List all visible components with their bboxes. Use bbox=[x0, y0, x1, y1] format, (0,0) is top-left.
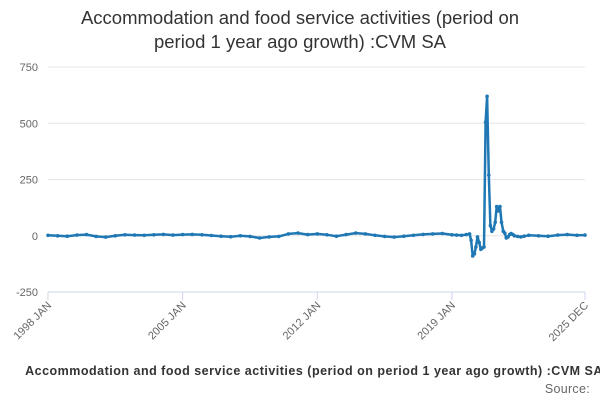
data-point bbox=[277, 234, 281, 239]
data-point bbox=[103, 235, 108, 239]
chart-title-line-2: period 1 year ago growth) :CVM SA bbox=[153, 31, 447, 52]
data-point bbox=[411, 233, 416, 238]
x-tick-label: 2012 JAN bbox=[281, 300, 324, 343]
data-point bbox=[353, 231, 358, 235]
x-tick-label: 2025 DEC bbox=[547, 300, 591, 344]
data-point bbox=[257, 236, 262, 240]
data-point bbox=[392, 235, 397, 239]
data-point bbox=[527, 233, 531, 238]
data-point bbox=[483, 120, 488, 124]
data-point bbox=[485, 94, 489, 99]
data-point bbox=[373, 233, 377, 238]
y-tick-label: 500 bbox=[20, 118, 38, 130]
data-point bbox=[363, 232, 368, 236]
data-point bbox=[123, 233, 127, 237]
data-point bbox=[46, 233, 50, 238]
data-point bbox=[421, 232, 425, 237]
data-point bbox=[512, 234, 517, 238]
data-point bbox=[469, 238, 473, 243]
data-point bbox=[305, 232, 310, 237]
data-point bbox=[94, 234, 98, 239]
data-point bbox=[132, 233, 137, 237]
data-point bbox=[555, 233, 560, 237]
data-point bbox=[238, 234, 243, 238]
data-point bbox=[459, 233, 464, 238]
data-point bbox=[491, 227, 496, 231]
y-tick-label: 750 bbox=[20, 62, 38, 74]
chart-title-line-1: Accommodation and food service activitie… bbox=[80, 7, 520, 28]
data-point bbox=[171, 233, 175, 237]
x-tick-label: 2005 JAN bbox=[146, 300, 189, 343]
data-point bbox=[200, 233, 204, 237]
data-point bbox=[498, 204, 502, 209]
data-point bbox=[499, 220, 504, 225]
chart-title: Accommodation and food service activitie… bbox=[40, 6, 560, 54]
data-point bbox=[475, 235, 480, 239]
data-point bbox=[472, 252, 477, 256]
data-point bbox=[402, 234, 406, 238]
data-point bbox=[84, 232, 89, 237]
data-point bbox=[450, 233, 454, 237]
data-point bbox=[142, 233, 146, 238]
data-point bbox=[440, 231, 445, 236]
data-point bbox=[503, 231, 507, 235]
data-point bbox=[113, 234, 118, 238]
data-point bbox=[296, 231, 300, 235]
data-point bbox=[519, 235, 523, 239]
data-point bbox=[75, 233, 79, 237]
data-point bbox=[65, 234, 69, 238]
data-point bbox=[477, 240, 482, 245]
data-point bbox=[493, 220, 498, 225]
data-point bbox=[464, 232, 469, 237]
data-point bbox=[515, 234, 520, 239]
y-tick-label: -250 bbox=[16, 287, 38, 299]
data-point bbox=[286, 232, 291, 236]
data-point bbox=[248, 234, 252, 239]
data-point bbox=[467, 232, 472, 236]
data-point bbox=[209, 233, 214, 238]
data-point bbox=[496, 209, 501, 213]
data-point bbox=[315, 232, 320, 236]
data-point bbox=[583, 233, 587, 237]
data-point bbox=[267, 235, 272, 239]
data-point bbox=[334, 234, 339, 238]
data-point bbox=[344, 232, 348, 237]
data-point bbox=[325, 233, 329, 237]
data-point bbox=[494, 204, 499, 209]
data-point bbox=[190, 232, 195, 237]
x-tick-label: 1998 JAN bbox=[11, 300, 54, 343]
data-point bbox=[522, 234, 526, 238]
y-tick-label: 250 bbox=[20, 175, 38, 187]
data-point bbox=[228, 234, 233, 239]
data-point bbox=[382, 234, 387, 239]
y-tick-label: 0 bbox=[32, 231, 38, 243]
data-point bbox=[474, 245, 478, 249]
data-point bbox=[55, 234, 60, 238]
x-tick-label: 2019 JAN bbox=[415, 300, 458, 343]
data-point bbox=[219, 234, 223, 238]
data-point bbox=[575, 233, 579, 238]
data-point bbox=[487, 173, 491, 177]
source-label: Source: bbox=[544, 382, 590, 396]
data-point bbox=[546, 234, 550, 238]
data-point bbox=[180, 232, 185, 237]
data-point bbox=[430, 232, 435, 236]
data-point bbox=[482, 245, 486, 249]
x-axis-title: Accommodation and food service activitie… bbox=[25, 364, 600, 378]
data-point bbox=[536, 234, 541, 238]
data-point bbox=[565, 232, 570, 237]
data-point bbox=[488, 223, 493, 228]
data-point bbox=[161, 232, 166, 237]
data-point bbox=[152, 233, 156, 237]
data-point bbox=[454, 233, 459, 237]
